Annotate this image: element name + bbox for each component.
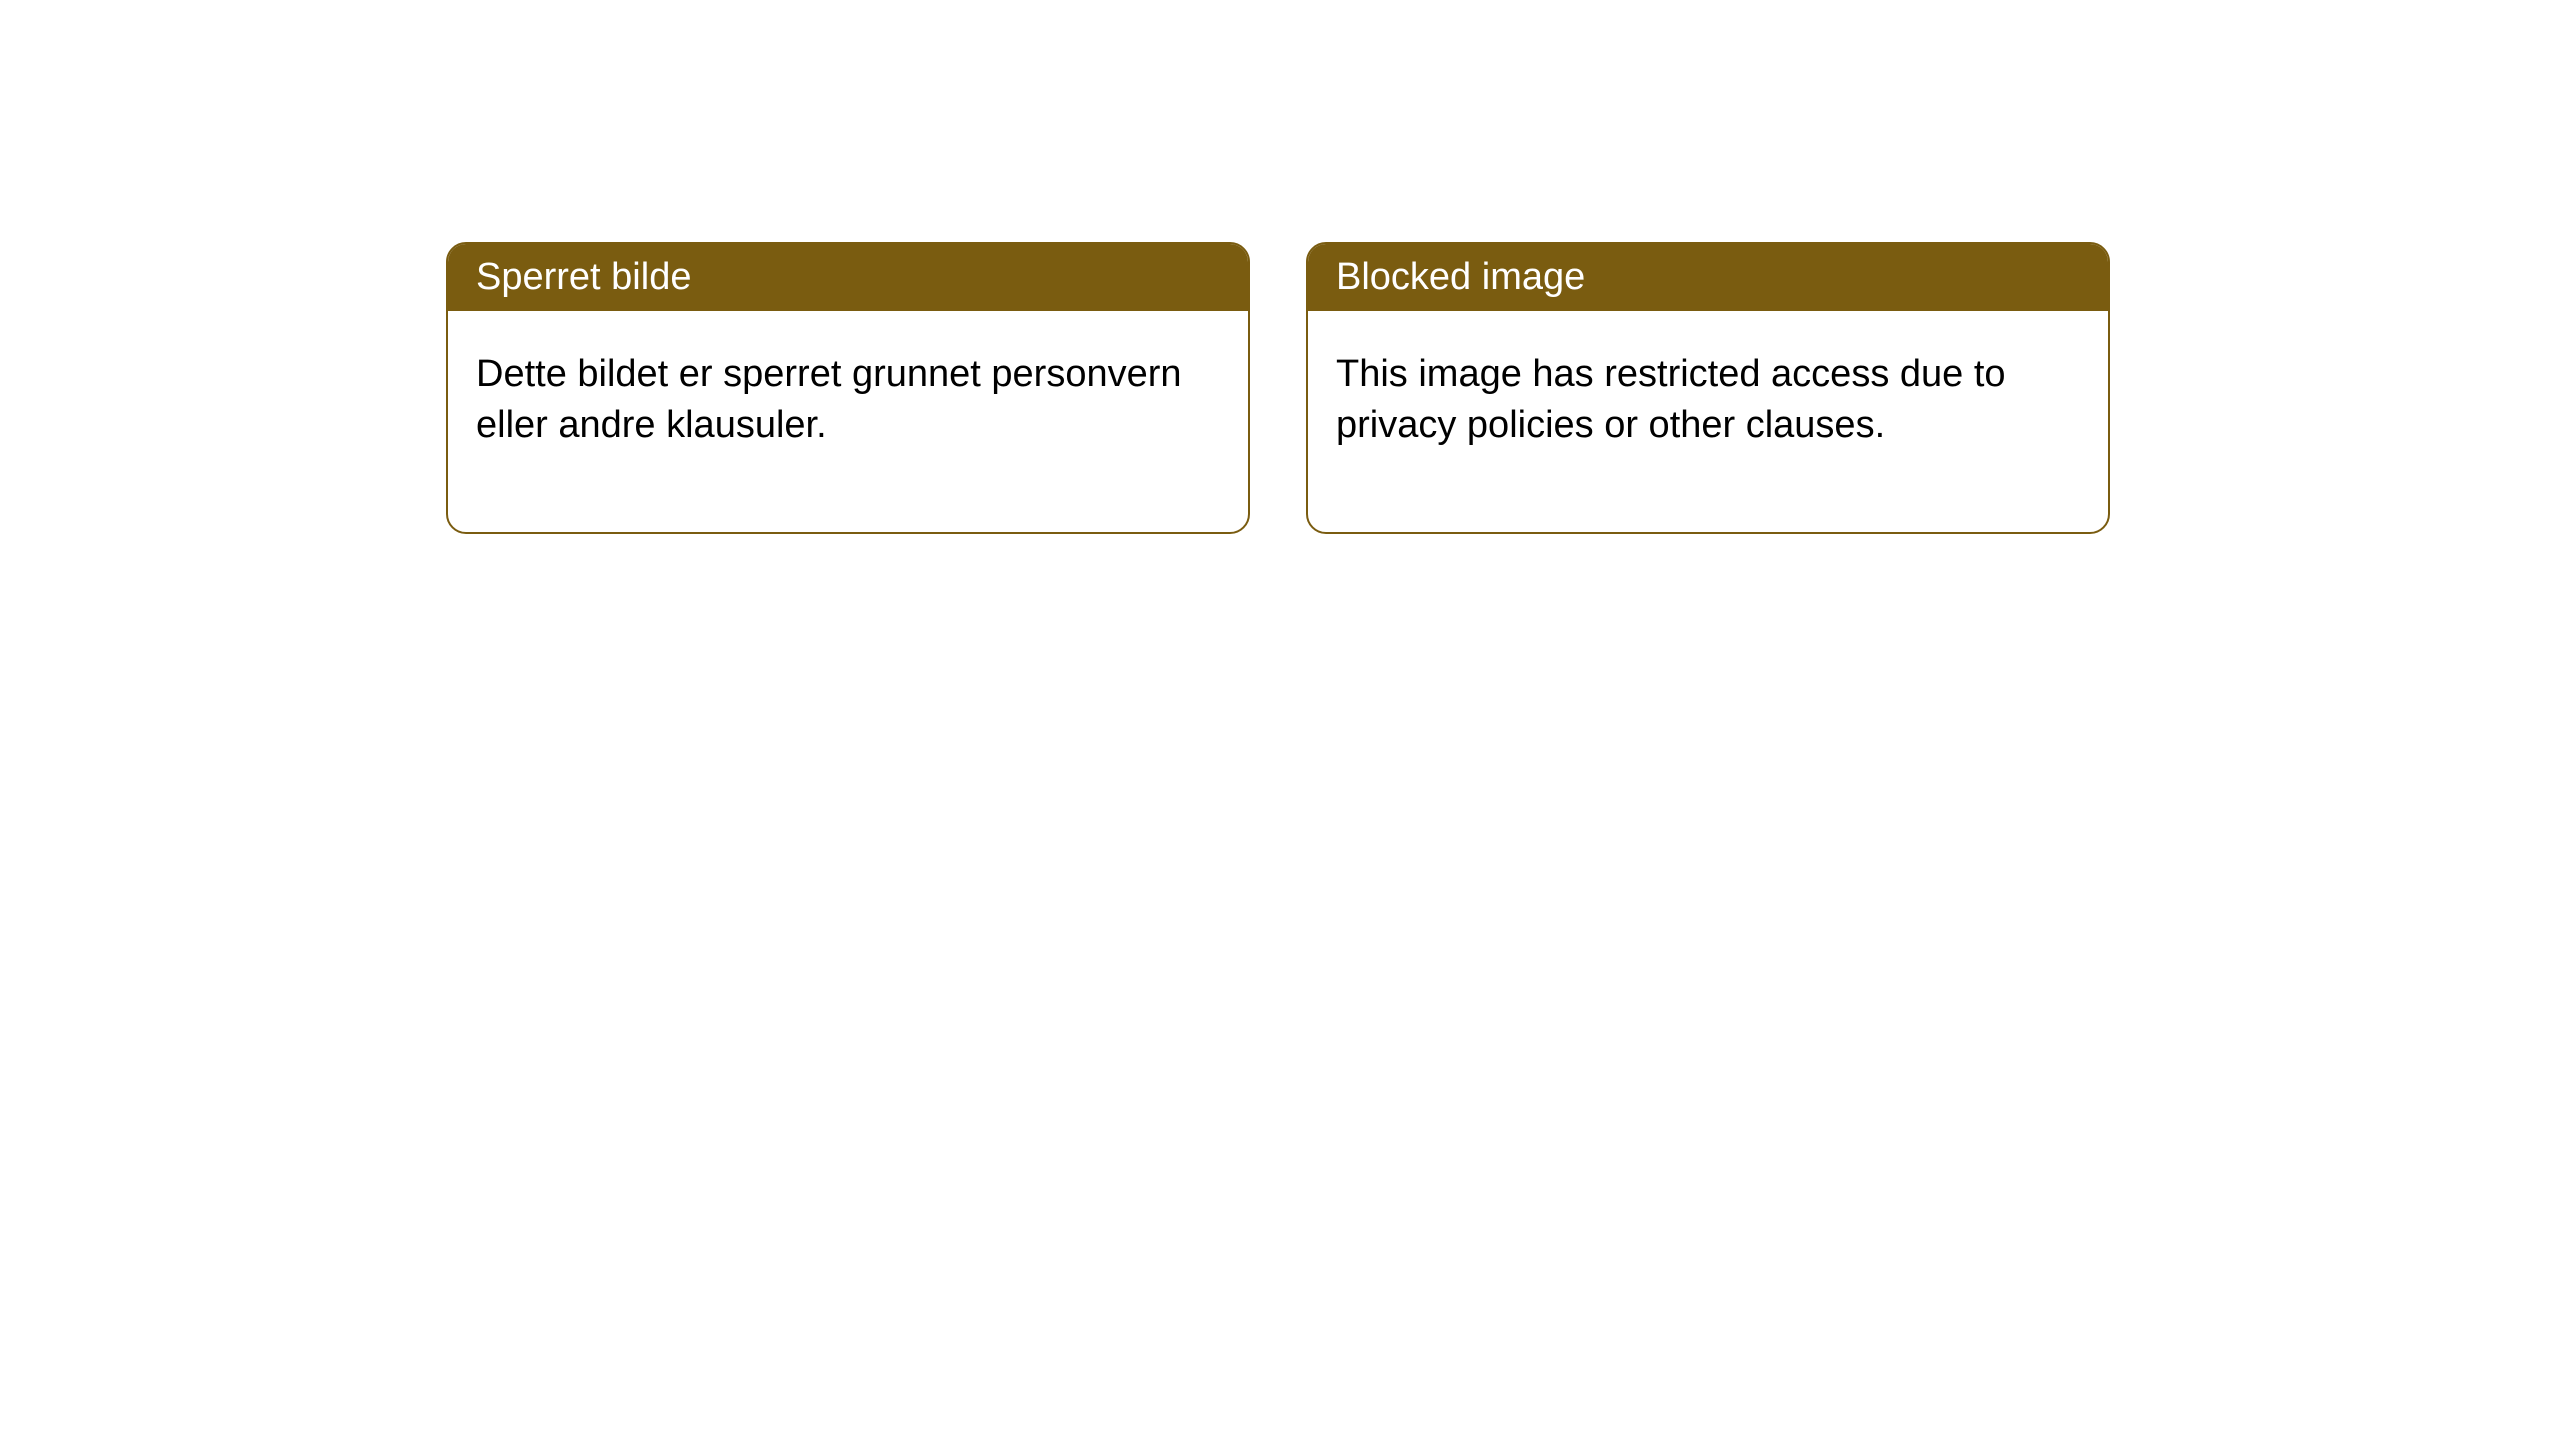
notice-card-header-norwegian: Sperret bilde bbox=[448, 244, 1248, 311]
notice-card-english: Blocked image This image has restricted … bbox=[1306, 242, 2110, 534]
notice-card-body-english: This image has restricted access due to … bbox=[1308, 311, 2108, 532]
notice-cards-container: Sperret bilde Dette bildet er sperret gr… bbox=[0, 0, 2560, 534]
notice-card-norwegian: Sperret bilde Dette bildet er sperret gr… bbox=[446, 242, 1250, 534]
notice-card-header-english: Blocked image bbox=[1308, 244, 2108, 311]
notice-card-body-norwegian: Dette bildet er sperret grunnet personve… bbox=[448, 311, 1248, 532]
